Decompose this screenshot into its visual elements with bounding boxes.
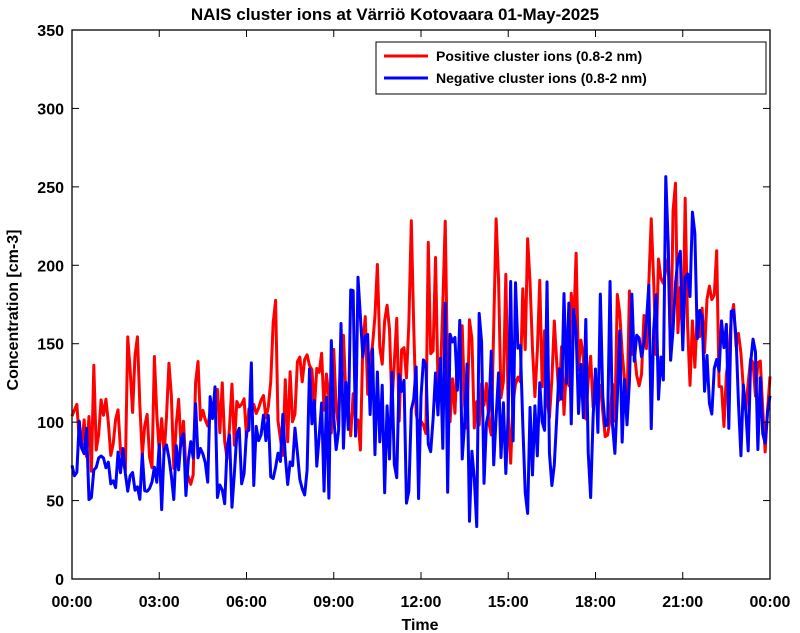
x-tick-label: 21:00 <box>662 594 703 611</box>
x-tick-label: 00:00 <box>52 594 93 611</box>
plot-series-group <box>70 175 772 529</box>
y-tick-label: 100 <box>37 415 64 432</box>
y-axis-label: Concentration [cm-3] <box>5 230 22 391</box>
y-tick-label: 0 <box>55 572 64 589</box>
x-tick-label: 03:00 <box>139 594 180 611</box>
x-axis-label: Time <box>401 617 438 633</box>
plot-frame <box>71 29 771 580</box>
y-tick-label: 200 <box>37 258 64 275</box>
tick-group: 00:00 03:00 06:00 09:00 12:00 15:00 18:00 21:00… <box>37 23 790 611</box>
y-tick-label: 350 <box>37 23 64 40</box>
legend-box <box>375 41 767 95</box>
chart-title: NAIS cluster ions at Värriö Kotovaara 01… <box>191 5 599 24</box>
x-tick-label: 09:00 <box>313 594 354 611</box>
x-tick-label: 18:00 <box>575 594 616 611</box>
x-tick-label: 15:00 <box>488 594 529 611</box>
legend-entry: Negative cluster ions (0.8-2 nm) <box>436 70 647 86</box>
y-tick-label: 150 <box>37 337 64 354</box>
x-tick-label: 00:00 <box>750 594 791 611</box>
series-line-negative <box>70 175 772 529</box>
y-tick-label: 250 <box>37 180 64 197</box>
x-tick-label: 06:00 <box>226 594 267 611</box>
legend: Positive cluster ions (0.8-2 nm) Negative… <box>375 41 767 95</box>
legend-entry: Positive cluster ions (0.8-2 nm) <box>436 48 642 64</box>
x-tick-label: 12:00 <box>401 594 442 611</box>
y-tick-label: 50 <box>46 494 64 511</box>
y-tick-label: 300 <box>37 101 64 118</box>
